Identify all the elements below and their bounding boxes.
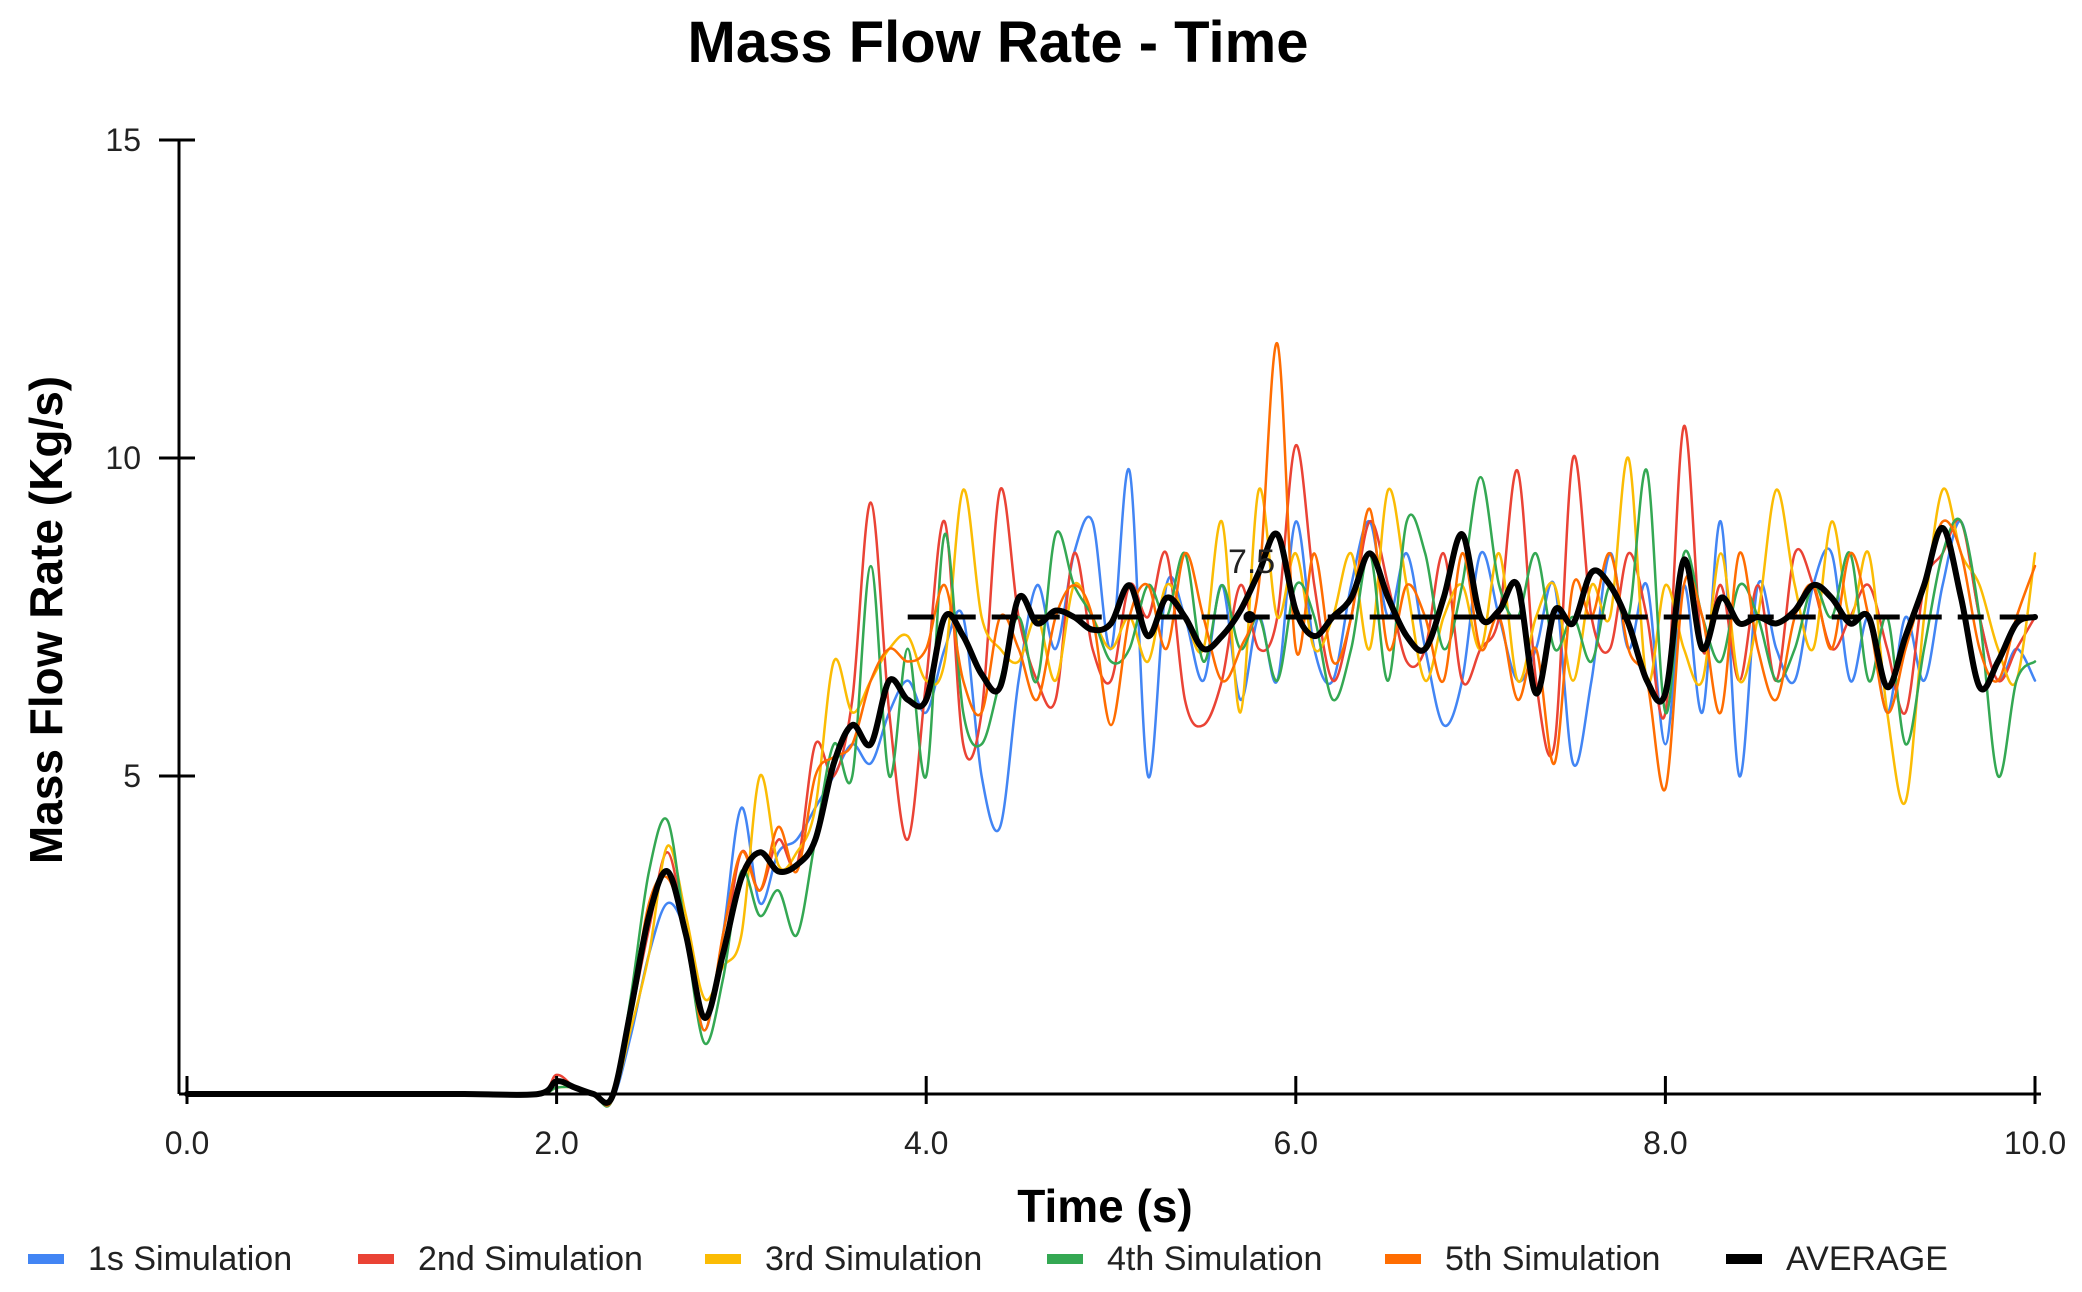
series-lines bbox=[184, 342, 2038, 1108]
series-line-1s-simulation bbox=[185, 467, 2037, 1105]
series-line-2nd-simulation bbox=[185, 424, 2037, 1107]
x-tick-label: 4.0 bbox=[904, 1125, 948, 1161]
chart-title: Mass Flow Rate - Time bbox=[688, 10, 1309, 75]
legend: 1s Simulation 2nd Simulation 3rd Simulatio… bbox=[28, 1240, 1948, 1278]
annotation-point bbox=[1243, 611, 1256, 623]
series-line-5th-simulation bbox=[185, 342, 2037, 1107]
x-tick-label: 10.0 bbox=[2004, 1125, 2066, 1161]
legend-item-3rd-simulation[interactable]: 3rd Simulation bbox=[705, 1240, 982, 1278]
legend-item-average[interactable]: AVERAGE bbox=[1726, 1240, 1948, 1278]
legend-label: 3rd Simulation bbox=[765, 1240, 982, 1278]
y-tick-label: 15 bbox=[105, 122, 141, 158]
legend-item-4th-simulation[interactable]: 4th Simulation bbox=[1047, 1240, 1322, 1278]
legend-label: 4th Simulation bbox=[1107, 1240, 1322, 1278]
y-tick-label: 5 bbox=[123, 758, 141, 794]
annotations: 7.5 bbox=[1228, 543, 1275, 623]
legend-item-5th-simulation[interactable]: 5th Simulation bbox=[1385, 1240, 1660, 1278]
series-line-4th-simulation bbox=[185, 468, 2037, 1108]
legend-label: 1s Simulation bbox=[88, 1240, 292, 1278]
legend-item-2nd-simulation[interactable]: 2nd Simulation bbox=[358, 1240, 643, 1278]
x-tick-label: 8.0 bbox=[1643, 1125, 1687, 1161]
x-axis-title: Time (s) bbox=[1017, 1180, 1193, 1232]
annotation-label: 7.5 bbox=[1228, 543, 1275, 581]
series-line-average bbox=[184, 524, 2038, 1106]
x-tick-label: 2.0 bbox=[534, 1125, 578, 1161]
legend-label: 5th Simulation bbox=[1445, 1240, 1660, 1278]
y-axis-title: Mass Flow Rate (Kg/s) bbox=[20, 376, 72, 864]
legend-label: 2nd Simulation bbox=[418, 1240, 643, 1278]
series-line-3rd-simulation bbox=[185, 456, 2037, 1106]
axes: 0.0 2.0 4.0 6.0 8.0 10.0 5 10 15 bbox=[105, 122, 2066, 1161]
y-tick-label: 10 bbox=[105, 440, 141, 476]
legend-item-1s-simulation[interactable]: 1s Simulation bbox=[28, 1240, 292, 1278]
x-tick-label: 0.0 bbox=[165, 1125, 209, 1161]
legend-label: AVERAGE bbox=[1786, 1240, 1948, 1278]
x-tick-label: 6.0 bbox=[1274, 1125, 1318, 1161]
